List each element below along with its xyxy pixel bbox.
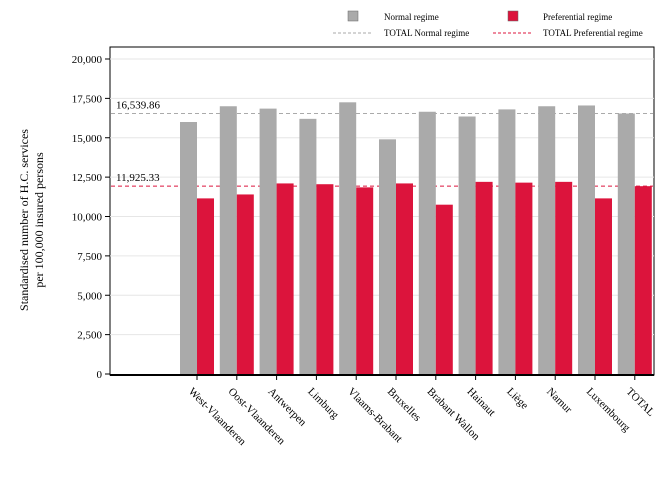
x-tick-label: Limburg <box>305 386 341 422</box>
reference-value-label: 16,539.86 <box>116 99 161 111</box>
y-axis: 0 2,500 5,000 7,500 10,000 12,500 15,000 17,500… <box>72 54 110 381</box>
bar-preferential <box>475 181 493 374</box>
y-axis-title-line-2: per 100,000 insured persons <box>32 152 46 288</box>
x-axis: West-VlaanderenOost-VlaanderenAntwerpenL… <box>110 374 657 448</box>
bar-preferential <box>634 186 652 374</box>
reference-value-label: 11,925.33 <box>116 172 160 184</box>
bar-preferential <box>356 187 374 374</box>
y-tick-label: 0 <box>97 369 103 381</box>
bar-preferential <box>555 181 573 374</box>
bar-preferential <box>515 182 533 374</box>
bar-normal <box>219 106 237 374</box>
y-axis-title: Standardised number of H.C. services per… <box>17 129 46 311</box>
legend-label-total-normal: TOTAL Normal regime <box>384 28 469 38</box>
bar-normal <box>538 106 556 374</box>
x-tick-label: Namur <box>544 386 574 416</box>
x-tick-label: Hainaut <box>464 386 497 419</box>
y-tick-label: 17,500 <box>72 93 103 105</box>
y-tick-label: 10,000 <box>72 212 103 224</box>
x-tick-label: TOTAL <box>624 386 657 419</box>
y-tick-label: 20,000 <box>72 54 103 66</box>
bar-preferential <box>435 204 453 374</box>
x-tick-label: Liège <box>504 386 530 412</box>
bar-preferential <box>316 184 334 374</box>
bar-preferential <box>276 183 294 374</box>
x-tick-label: Bruxelles <box>385 386 423 424</box>
bar-normal <box>379 139 396 374</box>
y-tick-label: 15,000 <box>72 133 103 145</box>
bar-normal <box>578 105 595 375</box>
y-axis-title-line-1: Standardised number of H.C. services <box>17 129 31 311</box>
bar-normal <box>180 122 197 374</box>
bar-preferential <box>197 198 214 374</box>
y-tick-label: 5,000 <box>77 290 102 302</box>
legend-label-preferential: Preferential regime <box>543 12 612 22</box>
bar-normal <box>259 108 277 375</box>
bar-preferential <box>595 198 612 374</box>
y-tick-label: 2,500 <box>77 330 102 342</box>
bar-normal <box>299 118 317 374</box>
bar-normal <box>339 102 357 374</box>
bar-normal <box>498 109 516 375</box>
bars <box>180 102 652 375</box>
legend-label-normal: Normal regime <box>384 12 439 22</box>
legend-label-total-preferential: TOTAL Preferential regime <box>543 28 643 38</box>
bar-preferential <box>396 183 413 374</box>
legend: Normal regime Preferential regime TOTAL … <box>333 10 643 38</box>
bar-normal <box>458 116 476 375</box>
y-tick-label: 12,500 <box>72 172 103 184</box>
y-tick-label: 7,500 <box>77 251 102 263</box>
bar-normal <box>418 111 436 374</box>
bar-normal <box>617 113 635 375</box>
legend-swatch-normal <box>347 10 359 22</box>
bar-preferential <box>236 194 254 374</box>
legend-swatch-preferential <box>507 10 519 22</box>
